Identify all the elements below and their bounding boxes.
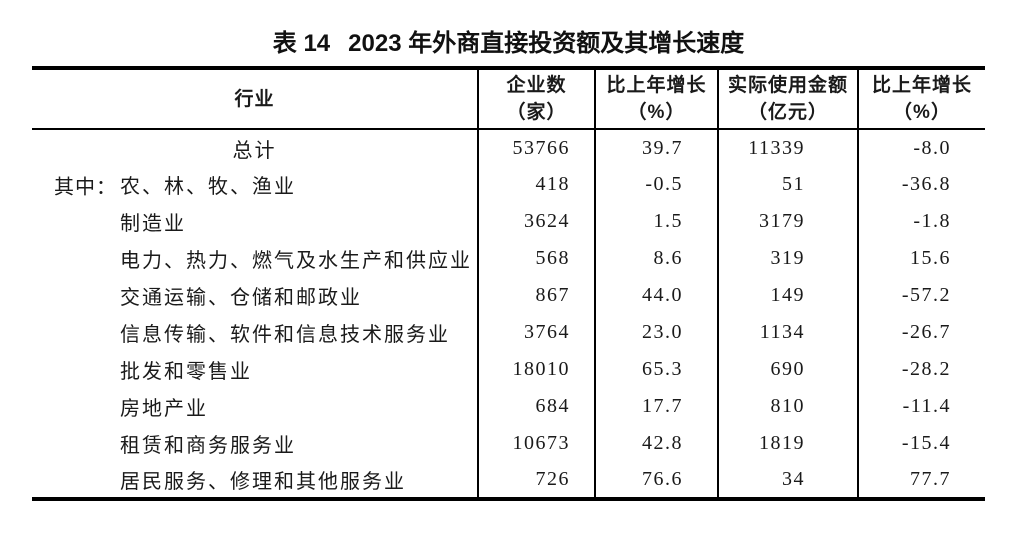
amount-value: 149 (717, 277, 858, 314)
growth1-value: 8.6 (594, 240, 718, 277)
amount-value: 690 (717, 351, 858, 388)
enterprises-value: 3624 (477, 203, 595, 240)
amount-value: 319 (717, 240, 858, 277)
enterprises-value: 53766 (477, 129, 595, 166)
amount-value: 1819 (717, 425, 858, 462)
growth2-value: -57.2 (857, 277, 985, 314)
industry-label: 租赁和商务服务业 (120, 435, 296, 457)
growth1-value: 42.8 (594, 425, 718, 462)
table-row: 电力、热力、燃气及水生产和供应业 568 8.6 319 15.6 (32, 240, 985, 277)
industry-cell: 电力、热力、燃气及水生产和供应业 (32, 240, 478, 277)
growth2-value: -28.2 (857, 351, 985, 388)
growth2-value: -11.4 (857, 388, 985, 425)
amount-value: 1134 (717, 314, 858, 351)
table-row: 其中： 农、林、牧、渔业 418 -0.5 51 -36.8 (32, 166, 985, 203)
enterprises-value: 568 (477, 240, 595, 277)
enterprises-value: 18010 (477, 351, 595, 388)
industry-label: 交通运输、仓储和邮政业 (120, 287, 362, 309)
row-prefix: 其中： (54, 176, 117, 198)
growth1-value: 39.7 (594, 129, 718, 166)
table-row: 信息传输、软件和信息技术服务业 3764 23.0 1134 -26.7 (32, 314, 985, 351)
col-header-line2: （%） (627, 102, 686, 123)
col-header-amount: 实际使用金额 （亿元） (717, 68, 858, 130)
industry-cell: 交通运输、仓储和邮政业 (32, 277, 478, 314)
amount-value: 3179 (717, 203, 858, 240)
table-title-text: 2023 年外商直接投资额及其增长速度 (348, 30, 745, 57)
enterprises-value: 3764 (477, 314, 595, 351)
enterprises-value: 10673 (477, 425, 595, 462)
industry-cell: 信息传输、软件和信息技术服务业 (32, 314, 478, 351)
col-header-line1: 实际使用金额 (727, 75, 848, 96)
industry-cell: 总计 (32, 129, 478, 166)
enterprises-value: 726 (477, 462, 595, 499)
table-row: 交通运输、仓储和邮政业 867 44.0 149 -57.2 (32, 277, 985, 314)
industry-cell: 租赁和商务服务业 (32, 425, 478, 462)
table-row: 批发和零售业 18010 65.3 690 -28.2 (32, 351, 985, 388)
col-header-line1: 比上年增长 (871, 75, 972, 96)
col-header-industry: 行业 (32, 68, 478, 130)
enterprises-value: 867 (477, 277, 595, 314)
industry-cell: 其中： 农、林、牧、渔业 (32, 166, 478, 203)
industry-label: 电力、热力、燃气及水生产和供应业 (120, 250, 472, 272)
col-header-line2: （%） (893, 102, 951, 123)
table-row: 居民服务、修理和其他服务业 726 76.6 34 77.7 (32, 462, 985, 499)
growth1-value: 65.3 (594, 351, 718, 388)
table-row: 租赁和商务服务业 10673 42.8 1819 -15.4 (32, 425, 985, 462)
industry-cell: 批发和零售业 (32, 351, 478, 388)
industry-label: 信息传输、软件和信息技术服务业 (120, 324, 450, 346)
col-header-enterprises: 企业数 （家） (477, 68, 595, 130)
industry-cell: 居民服务、修理和其他服务业 (32, 462, 478, 499)
fdi-statistics-table: 行业 企业数 （家） 比上年增长 （%） 实际使用金额 （亿元） 比上年增长 （… (32, 66, 985, 501)
industry-label: 制造业 (120, 213, 186, 235)
amount-value: 51 (717, 166, 858, 203)
industry-label: 总计 (232, 139, 277, 162)
growth1-value: 76.6 (594, 462, 718, 499)
growth2-value: -26.7 (857, 314, 985, 351)
table-row: 总计 53766 39.7 11339 -8.0 (32, 129, 985, 166)
growth1-value: 1.5 (594, 203, 718, 240)
industry-label: 房地产业 (120, 398, 208, 420)
industry-label: 居民服务、修理和其他服务业 (120, 471, 406, 493)
growth1-value: 23.0 (594, 314, 718, 351)
amount-value: 34 (717, 462, 858, 499)
growth1-value: 17.7 (594, 388, 718, 425)
industry-label: 批发和零售业 (120, 361, 252, 383)
industry-cell: 房地产业 (32, 388, 478, 425)
industry-cell: 制造业 (32, 203, 478, 240)
growth2-value: -1.8 (857, 203, 985, 240)
col-header-line2: （亿元） (747, 102, 828, 123)
growth2-value: 77.7 (857, 462, 985, 499)
col-header-growth2: 比上年增长 （%） (857, 68, 985, 130)
amount-value: 810 (717, 388, 858, 425)
table-caption: 表 14 2023 年外商直接投资额及其增长速度 (32, 28, 985, 60)
industry-label: 农、林、牧、渔业 (120, 176, 296, 198)
col-header-line1: 行业 (234, 88, 275, 110)
col-header-line1: 比上年增长 (606, 75, 707, 96)
growth2-value: -36.8 (857, 166, 985, 203)
col-header-line1: 企业数 (506, 75, 567, 96)
growth1-value: 44.0 (594, 277, 718, 314)
col-header-line2: （家） (506, 102, 567, 123)
growth2-value: 15.6 (857, 240, 985, 277)
enterprises-value: 684 (477, 388, 595, 425)
growth1-value: -0.5 (594, 166, 718, 203)
table-row: 房地产业 684 17.7 810 -11.4 (32, 388, 985, 425)
growth2-value: -8.0 (857, 129, 985, 166)
amount-value: 11339 (717, 129, 858, 166)
enterprises-value: 418 (477, 166, 595, 203)
growth2-value: -15.4 (857, 425, 985, 462)
table-number: 表 14 (272, 30, 331, 57)
header-row: 行业 企业数 （家） 比上年增长 （%） 实际使用金额 （亿元） 比上年增长 （… (32, 68, 985, 130)
table-row: 制造业 3624 1.5 3179 -1.8 (32, 203, 985, 240)
col-header-growth1: 比上年增长 （%） (594, 68, 718, 130)
